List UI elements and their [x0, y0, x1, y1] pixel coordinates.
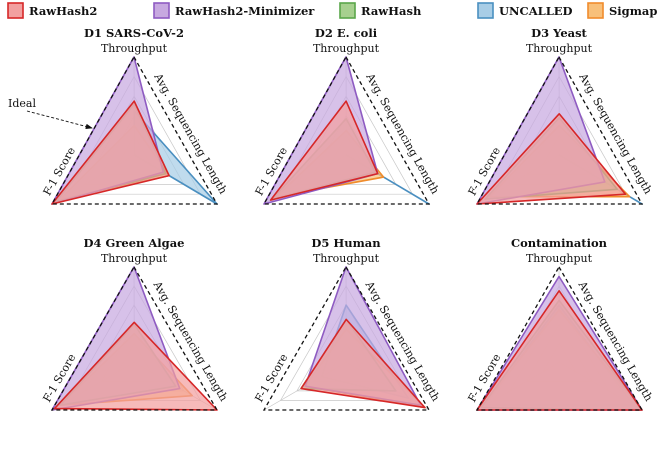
legend-swatch-rawhash2	[7, 2, 24, 19]
chart-title: D4 Green Algae	[84, 236, 185, 250]
chart-title: D2 E. coli	[315, 26, 378, 40]
axis-label-throughput: Throughput	[313, 252, 380, 265]
series-rawhash2	[53, 321, 218, 411]
series-rawhash2	[269, 100, 379, 201]
legend-label-uncalled: UNCALLED	[499, 4, 573, 18]
legend-swatch-rawhash	[339, 2, 356, 19]
ideal-arrow	[26, 110, 93, 130]
outer-frame	[50, 265, 219, 411]
outer-frame	[262, 265, 431, 411]
chart-title: Contamination	[511, 236, 608, 250]
legend-swatch-rawhash2-minimizer	[153, 2, 170, 19]
series-rawhash2	[476, 113, 627, 205]
series-rawhash2	[300, 318, 426, 409]
axis-label-throughput: Throughput	[101, 42, 168, 55]
legend-swatch-sigmap	[587, 2, 604, 19]
outer-frame	[262, 55, 431, 205]
ideal-label: Ideal	[8, 97, 36, 110]
legend-swatch-uncalled	[477, 2, 494, 19]
legend-label-rawhash: RawHash	[361, 4, 422, 18]
axis-label-throughput: Throughput	[526, 42, 593, 55]
axis-label-throughput: Throughput	[101, 252, 168, 265]
chart-title: D3 Yeast	[531, 26, 587, 40]
chart-title: D1 SARS-CoV-2	[84, 26, 184, 40]
outer-frame	[475, 265, 644, 411]
series-rawhash2	[51, 100, 170, 205]
legend: RawHash2 RawHash2-Minimizer RawHash UNCALLE…	[7, 2, 657, 19]
ideal-annotation: Ideal	[8, 97, 93, 130]
legend-label-rawhash2: RawHash2	[29, 4, 97, 18]
legend-label-sigmap: Sigmap	[609, 4, 657, 18]
legend-label-rawhash2-minimizer: RawHash2-Minimizer	[175, 4, 315, 18]
outer-frame	[475, 55, 644, 205]
axis-label-throughput: Throughput	[526, 252, 593, 265]
chart-title: D5 Human	[311, 236, 381, 250]
axis-label-throughput: Throughput	[313, 42, 380, 55]
outer-frame	[50, 55, 219, 205]
